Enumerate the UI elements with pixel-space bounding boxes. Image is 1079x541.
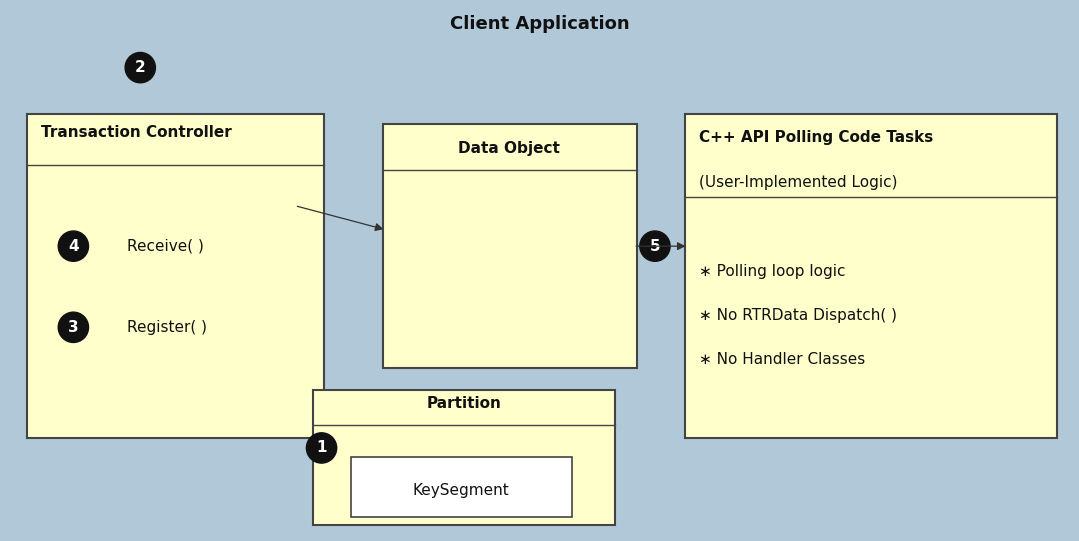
Ellipse shape xyxy=(125,52,155,83)
Text: C++ API Polling Code Tasks: C++ API Polling Code Tasks xyxy=(699,130,933,146)
Text: Transaction Controller: Transaction Controller xyxy=(41,125,232,140)
Text: 4: 4 xyxy=(68,239,79,254)
FancyBboxPatch shape xyxy=(313,390,615,525)
Text: Register( ): Register( ) xyxy=(127,320,207,335)
Ellipse shape xyxy=(58,312,88,342)
Text: 1: 1 xyxy=(316,440,327,456)
FancyBboxPatch shape xyxy=(351,457,572,517)
Text: ∗ No RTRData Dispatch( ): ∗ No RTRData Dispatch( ) xyxy=(699,308,898,323)
Text: KeySegment: KeySegment xyxy=(412,483,509,498)
Text: Receive( ): Receive( ) xyxy=(127,239,204,254)
Text: Client Application: Client Application xyxy=(450,15,629,34)
FancyBboxPatch shape xyxy=(383,124,637,368)
Text: ∗ No Handler Classes: ∗ No Handler Classes xyxy=(699,352,865,367)
Text: 5: 5 xyxy=(650,239,660,254)
Ellipse shape xyxy=(58,231,88,261)
FancyBboxPatch shape xyxy=(27,114,324,438)
FancyBboxPatch shape xyxy=(685,114,1057,438)
Text: 3: 3 xyxy=(68,320,79,335)
Text: ∗ Polling loop logic: ∗ Polling loop logic xyxy=(699,263,846,279)
Text: Partition: Partition xyxy=(426,395,502,411)
Ellipse shape xyxy=(640,231,670,261)
Text: 2: 2 xyxy=(135,60,146,75)
Text: Data Object: Data Object xyxy=(459,141,560,156)
Text: (User-Implemented Logic): (User-Implemented Logic) xyxy=(699,175,898,190)
Ellipse shape xyxy=(306,433,337,463)
